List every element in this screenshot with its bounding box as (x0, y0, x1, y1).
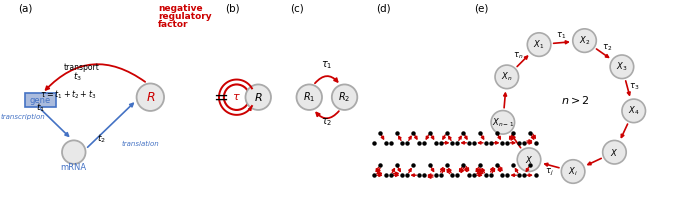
Text: (e): (e) (474, 4, 488, 14)
Text: $X_4$: $X_4$ (628, 105, 640, 117)
Text: $t_2$: $t_2$ (97, 132, 105, 145)
Circle shape (622, 99, 645, 123)
Text: $R_1$: $R_1$ (303, 90, 315, 104)
Text: $=$: $=$ (210, 88, 228, 106)
Circle shape (603, 140, 626, 164)
Text: factor: factor (158, 20, 188, 29)
Circle shape (610, 55, 634, 78)
Text: $t_1$: $t_1$ (36, 102, 45, 114)
Text: $\tau$: $\tau$ (232, 92, 241, 102)
Text: $X_3$: $X_3$ (616, 61, 627, 73)
Text: $R$: $R$ (254, 91, 262, 103)
Text: $\tau = t_1 + t_2 + t_3$: $\tau = t_1 + t_2 + t_3$ (40, 89, 96, 101)
Circle shape (561, 160, 585, 183)
Text: transport: transport (64, 63, 99, 72)
Circle shape (573, 29, 597, 52)
Circle shape (224, 84, 249, 110)
Text: negative: negative (158, 4, 203, 13)
FancyBboxPatch shape (25, 93, 56, 107)
Circle shape (136, 83, 164, 111)
Circle shape (517, 148, 540, 172)
Text: $X$: $X$ (610, 147, 619, 158)
Text: (d): (d) (376, 4, 390, 14)
Text: $\tau_1$: $\tau_1$ (556, 31, 566, 41)
Circle shape (297, 84, 322, 110)
Text: $X_n$: $X_n$ (501, 71, 512, 83)
Text: $\tau_n$: $\tau_n$ (513, 51, 523, 61)
Circle shape (62, 140, 86, 164)
Text: $R_2$: $R_2$ (338, 90, 351, 104)
Text: gene: gene (30, 96, 51, 105)
Text: (a): (a) (18, 4, 32, 14)
Circle shape (491, 111, 514, 134)
Text: $\tau_1$: $\tau_1$ (321, 59, 333, 71)
Text: (c): (c) (290, 4, 304, 14)
Text: transcription: transcription (1, 114, 45, 120)
Text: $\tau_3$: $\tau_3$ (630, 82, 640, 92)
Text: $X_{n-1}$: $X_{n-1}$ (492, 116, 514, 129)
Text: $X_1$: $X_1$ (534, 38, 545, 51)
Circle shape (527, 33, 551, 56)
Text: $\tau_2$: $\tau_2$ (602, 43, 612, 53)
Circle shape (332, 84, 358, 110)
Text: $X_i$: $X_i$ (569, 165, 578, 178)
Text: $R$: $R$ (146, 91, 155, 104)
Circle shape (495, 65, 519, 89)
Text: $\tau_2$: $\tau_2$ (321, 116, 333, 128)
Text: (b): (b) (225, 4, 240, 14)
Text: $n>2$: $n>2$ (561, 94, 590, 106)
Text: $X$: $X$ (525, 154, 533, 165)
Text: $t_3$: $t_3$ (73, 70, 82, 83)
Text: $\tau_j$: $\tau_j$ (545, 167, 553, 178)
Text: $X_2$: $X_2$ (579, 34, 590, 47)
Text: mRNA: mRNA (61, 163, 87, 172)
Text: regulatory: regulatory (158, 12, 212, 21)
Text: translation: translation (122, 141, 160, 147)
Circle shape (245, 84, 271, 110)
